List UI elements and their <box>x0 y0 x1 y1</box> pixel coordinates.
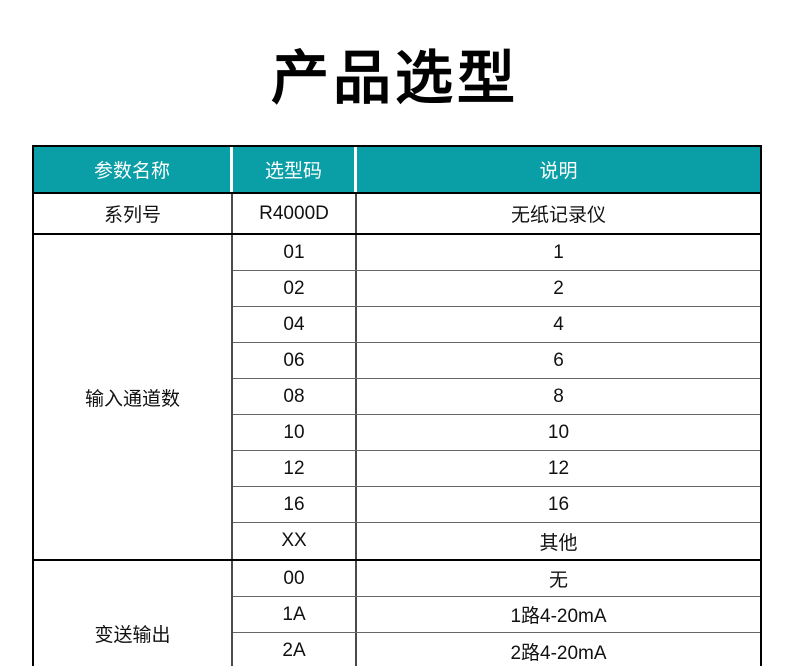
table-row: 01 1 <box>233 235 760 271</box>
table-row: 04 4 <box>233 307 760 343</box>
table-row: 2A 2路4-20mA <box>233 633 760 666</box>
param-name-cell: 系列号 <box>34 194 233 233</box>
code-cell: 2A <box>233 633 357 666</box>
desc-cell: 10 <box>547 421 570 443</box>
desc-cell: 8 <box>553 385 564 407</box>
product-selection-table: 参数名称 选型码 说明 系列号 R4000D 无纸记录仪输入通道数 01 1 02 2 04 4 06… <box>32 145 762 666</box>
param-name-cell: 变送输出 <box>34 561 233 666</box>
code-cell: XX <box>233 523 357 559</box>
table-row: R4000D 无纸记录仪 <box>233 194 760 233</box>
header-cell: 说明 <box>539 161 578 182</box>
table-row: 00 无 <box>233 561 760 597</box>
desc-cell: 12 <box>547 457 570 479</box>
desc-cell: 其他 <box>539 532 578 554</box>
table-row: 12 12 <box>233 451 760 487</box>
table-group: 变送输出 00 无 1A 1路4-20mA 2A 2路4-20mA <box>34 561 760 666</box>
group-rows: 00 无 1A 1路4-20mA 2A 2路4-20mA <box>233 561 760 666</box>
page-title: 产品选型 <box>270 46 519 111</box>
header-row: 参数名称 选型码 说明 <box>34 147 760 194</box>
desc-cell: 2路4-20mA <box>510 642 607 664</box>
desc-cell: 16 <box>547 493 570 515</box>
code-cell: 04 <box>233 307 357 342</box>
group-rows: 01 1 02 2 04 4 06 6 08 8 10 10 12 12 16 16 XX 其他 <box>233 235 760 559</box>
header-cell: 参数名称 <box>34 147 233 192</box>
desc-cell: 无纸记录仪 <box>510 205 606 226</box>
param-name-cell: 输入通道数 <box>34 235 233 559</box>
group-rows: R4000D 无纸记录仪 <box>233 194 760 233</box>
desc-cell: 6 <box>553 349 564 371</box>
desc-cell: 4 <box>553 313 564 335</box>
code-cell: 06 <box>233 343 357 378</box>
table-row: 10 10 <box>233 415 760 451</box>
desc-cell: 无 <box>548 570 568 591</box>
desc-cell: 1路4-20mA <box>510 606 607 627</box>
header-cell: 选型码 <box>233 147 357 192</box>
desc-cell: 1 <box>553 241 564 263</box>
table-row: 16 16 <box>233 487 760 523</box>
table-row: 02 2 <box>233 271 760 307</box>
code-cell: 01 <box>233 235 357 270</box>
table-body: 系列号 R4000D 无纸记录仪 输入通道数 01 1 02 2 04 4 06 6 08 8 10 10 12… <box>34 194 760 666</box>
code-cell: 16 <box>233 487 357 522</box>
code-cell: 08 <box>233 379 357 414</box>
desc-cell: 2 <box>553 277 564 299</box>
code-cell: 12 <box>233 451 357 486</box>
table-row: XX 其他 <box>233 523 760 559</box>
table-row: 08 8 <box>233 379 760 415</box>
code-cell: R4000D <box>233 194 357 233</box>
code-cell: 02 <box>233 271 357 306</box>
table-row: 06 6 <box>233 343 760 379</box>
table-group: 系列号 R4000D 无纸记录仪 <box>34 194 760 235</box>
code-cell: 00 <box>233 561 357 596</box>
table-group: 输入通道数 01 1 02 2 04 4 06 6 08 8 10 10 12 12 16 16 XX 其他 <box>34 235 760 561</box>
table-row: 1A 1路4-20mA <box>233 597 760 633</box>
code-cell: 1A <box>233 597 357 632</box>
code-cell: 10 <box>233 415 357 450</box>
